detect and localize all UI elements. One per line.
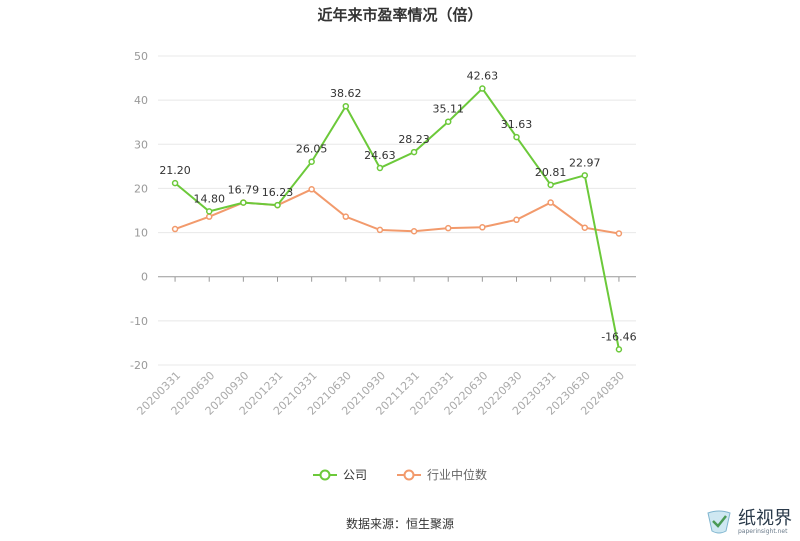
- point-company: [205, 208, 213, 215]
- point-company: [547, 181, 554, 189]
- point-company: [240, 199, 247, 206]
- series-layer: [171, 85, 623, 353]
- point-company: [581, 172, 589, 179]
- y-tick-label: -10: [130, 315, 148, 328]
- point-industry: [581, 224, 589, 231]
- watermark-url: paperinsight.net: [738, 527, 788, 535]
- data-label-company: 16.79: [228, 184, 260, 197]
- y-tick-label: 50: [134, 50, 148, 63]
- point-company: [171, 179, 179, 187]
- y-tick-label: -20: [130, 359, 148, 372]
- point-company: [274, 201, 281, 209]
- point-company: [513, 133, 520, 141]
- point-industry: [547, 199, 554, 206]
- point-company: [479, 85, 486, 92]
- watermark-name: 纸视界: [738, 507, 792, 529]
- data-label-company: 35.11: [432, 103, 464, 116]
- point-industry: [615, 230, 623, 237]
- point-company: [376, 164, 384, 172]
- legend: 公司 行业中位数: [0, 466, 800, 483]
- data-label-company: 16.23: [262, 186, 294, 199]
- grid-lines: [158, 55, 636, 366]
- legend-item-company[interactable]: 公司: [312, 466, 367, 483]
- line-chart: 50 40 30 20 10 0 -10 -20 2020033120200630202009…: [130, 50, 637, 418]
- data-label-company: 20.81: [535, 166, 567, 179]
- data-label-company: 28.23: [398, 133, 430, 146]
- y-tick-label: 40: [134, 94, 148, 107]
- point-industry: [171, 225, 179, 233]
- point-industry: [205, 213, 213, 220]
- y-tick-label: 20: [134, 182, 148, 195]
- point-company: [615, 346, 623, 353]
- data-label-company: -16.46: [601, 330, 636, 343]
- chart-title: 近年来市盈率情况（倍）: [317, 6, 483, 24]
- point-company: [410, 148, 418, 156]
- legend-company-marker-icon: [312, 469, 337, 480]
- point-industry: [410, 227, 418, 235]
- point-industry: [513, 216, 520, 224]
- data-label-company: 21.20: [159, 164, 191, 177]
- point-industry: [308, 186, 315, 193]
- data-source: 数据来源：恒生聚源: [345, 517, 454, 531]
- paperinsight-logo-icon: [707, 510, 731, 534]
- data-label-company: 14.80: [193, 192, 225, 205]
- data-label-company: 22.97: [569, 156, 601, 169]
- point-company: [308, 158, 315, 165]
- data-label-company: 24.63: [364, 149, 396, 162]
- data-label-company: 31.63: [501, 118, 533, 131]
- watermark: 纸视界 paperinsight.net: [704, 507, 792, 537]
- point-company: [444, 118, 452, 125]
- point-company: [342, 102, 350, 110]
- series-line-company: [174, 86, 620, 350]
- data-label-company: 42.63: [467, 70, 499, 83]
- legend-item-industry[interactable]: 行业中位数: [397, 466, 487, 483]
- y-tick-label: 0: [141, 271, 148, 284]
- data-label-company: 38.62: [330, 87, 362, 100]
- x-axis: 2020033120200630202009302020123120210331…: [134, 276, 627, 418]
- y-tick-label: 10: [134, 227, 148, 240]
- y-tick-label: 30: [134, 138, 148, 151]
- point-industry: [342, 213, 350, 220]
- data-label-company: 26.05: [296, 143, 328, 156]
- point-industry: [376, 226, 384, 234]
- legend-company-label: 公司: [342, 468, 367, 482]
- point-industry: [479, 224, 486, 231]
- legend-industry-marker-icon: [397, 469, 421, 480]
- y-axis: 50 40 30 20 10 0 -10 -20: [130, 50, 148, 372]
- legend-industry-label: 行业中位数: [427, 468, 488, 482]
- point-industry: [444, 224, 452, 232]
